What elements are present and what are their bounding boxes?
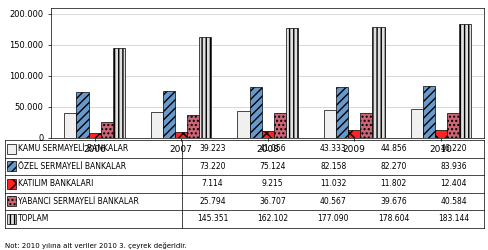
Text: TOPLAM: TOPLAM [18,214,49,223]
Bar [199,37,211,138]
Bar [76,92,88,138]
Text: 43.333: 43.333 [319,144,346,153]
Text: 46.220: 46.220 [440,144,466,153]
Text: 183.144: 183.144 [437,214,468,223]
Bar [88,133,101,138]
Bar [175,132,187,138]
Text: 40.567: 40.567 [319,197,346,206]
Bar [422,86,434,138]
Text: 9.215: 9.215 [262,179,283,188]
Text: 11.032: 11.032 [319,179,346,188]
Bar [237,111,249,138]
Bar [113,48,124,138]
Bar [64,114,76,138]
Text: 7.114: 7.114 [201,179,223,188]
Bar [101,122,113,138]
Text: 36.707: 36.707 [259,197,285,206]
Text: ÖZEL SERMAYELİ BANKALAR: ÖZEL SERMAYELİ BANKALAR [18,162,125,171]
Text: 41.056: 41.056 [259,144,285,153]
Text: YABANCI SERMAYELİ BANKALAR: YABANCI SERMAYELİ BANKALAR [18,197,138,206]
Text: 162.102: 162.102 [257,214,288,223]
Text: 82.158: 82.158 [319,162,346,171]
Text: 82.270: 82.270 [380,162,406,171]
Text: 145.351: 145.351 [196,214,227,223]
Bar [434,130,446,138]
Text: 83.936: 83.936 [440,162,466,171]
Text: KATILIM BANKALARI: KATILIM BANKALARI [18,179,93,188]
Bar [163,91,175,138]
Bar [187,115,199,138]
Bar [324,110,335,138]
Bar [273,112,285,138]
Bar [347,130,360,138]
Bar [249,87,261,138]
Text: 73.220: 73.220 [199,162,225,171]
Bar [335,87,347,138]
Text: 25.794: 25.794 [199,197,225,206]
Text: 177.090: 177.090 [317,214,348,223]
Bar [446,112,458,138]
Bar [372,27,384,138]
Text: 40.584: 40.584 [440,197,466,206]
Bar [410,109,422,138]
Text: KAMU SERMAYELİ BANKALAR: KAMU SERMAYELİ BANKALAR [18,144,127,153]
Bar [360,113,372,138]
Bar [151,112,163,138]
Bar [285,28,297,138]
Text: 11.802: 11.802 [380,179,406,188]
Text: 75.124: 75.124 [259,162,285,171]
Bar [458,24,470,138]
Bar [261,131,273,138]
Text: 44.856: 44.856 [380,144,406,153]
Text: 39.676: 39.676 [379,197,406,206]
Text: 178.604: 178.604 [377,214,408,223]
Text: Not: 2010 yılına ait veriler 2010 3. çeyrek değeridir.: Not: 2010 yılına ait veriler 2010 3. çey… [5,242,186,249]
Text: 39.223: 39.223 [199,144,225,153]
Text: 12.404: 12.404 [440,179,466,188]
